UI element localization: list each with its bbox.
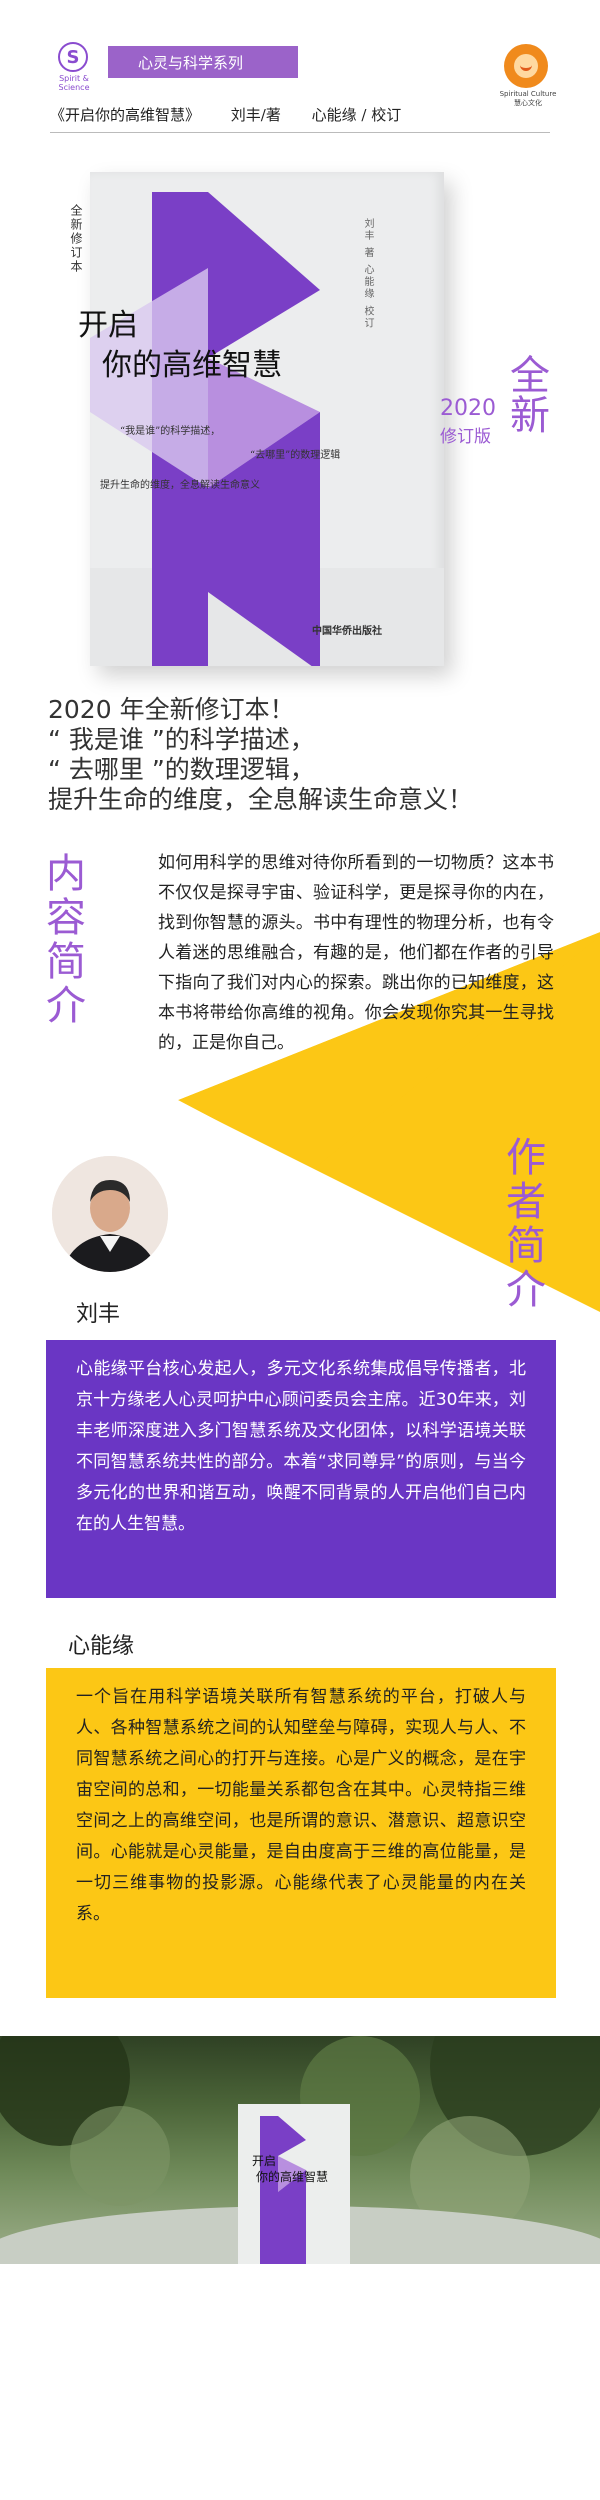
edition-headline: 全新 [510,353,550,439]
cover-title-line2: 你的高维智慧 [102,348,282,383]
slogan-line: 提升生命的维度，全息解读生命意义！ [48,785,474,814]
cover-publisher: 中国华侨出版社 [312,626,382,637]
series-label: 心灵与科学系列 [138,53,244,72]
author-heading: 作者简介 [506,1135,546,1313]
series-banner: 心灵与科学系列 [108,46,298,78]
cover-tagline-2: “去哪里”的数理逻辑 [250,450,341,461]
logo-letter: S [66,46,80,68]
photo-scene [0,2036,600,2264]
slogan-line: “ 我是谁 ”的科学描述， [48,725,315,754]
spirit-science-caption: Spirit & Science [58,74,90,92]
logo-caption-en: Spiritual Culture [499,90,557,98]
editor-credit: 心能缘 / 校订 [311,106,402,124]
author-bio-box: 心能缘平台核心发起人，多元文化系统集成倡导传播者，北京十方缘老人心灵呵护中心顾问… [46,1340,556,1598]
intro-heading: 内容简介 [46,851,86,1029]
book-credit-line: 《开启你的高维智慧》 刘丰/著 心能缘 / 校订 [50,104,401,125]
author-name: 刘丰 [76,1302,121,1327]
org-name: 心能缘 [68,1634,135,1659]
cover-tagline-3: 提升生命的维度，全息解读生命意义 [100,480,260,491]
intro-background [170,842,600,1322]
spiritual-culture-caption: Spiritual Culture 慧心文化 [496,90,560,108]
edition-label: 修订版 [440,427,491,447]
photo-book-title-2: 你的高维智慧 [256,2170,329,2184]
logo-caption-cn: 慧心文化 [514,99,542,107]
cover-badge: 全新修订本 [69,204,83,274]
avatar-portrait [52,1156,168,1272]
org-description-box: 一个旨在用科学语境关联所有智慧系统的平台，打破人与人、各种智慧系统之间的认知壁垒… [46,1668,556,1998]
author-avatar [52,1156,168,1272]
book-title: 《开启你的高维智慧》 [50,106,201,124]
cover-author: 刘丰 著 心能缘 校订 [362,218,373,330]
cover-title-line1: 开启 [78,308,138,343]
cover-purple-wedge-bottom [208,412,320,666]
spirit-science-logo: S [58,42,88,72]
author-credit: 刘丰/著 [230,106,281,124]
cover-tagline-1: “我是谁”的科学描述， [120,426,221,437]
cover-purple-wedge-top [208,192,320,358]
slogan-line: 2020 年全新修订本！ [48,695,295,724]
intro-text: 如何用科学的思维对待你所看到的一切物质？这本书不仅仅是探寻宇宙、验证科学，更是探… [158,853,554,1053]
header-divider [50,132,550,133]
edition-year: 2020 [440,396,496,421]
book-photo: 开启 你的高维智慧 [0,2036,600,2264]
book-cover [90,172,444,666]
spiritual-culture-logo-icon [504,44,548,88]
cover-lavender-wedge [208,358,320,488]
cover-graphic [90,192,444,666]
slogan-line: “ 去哪里 ”的数理逻辑， [48,755,315,784]
photo-book-title-1: 开启 [252,2154,277,2168]
